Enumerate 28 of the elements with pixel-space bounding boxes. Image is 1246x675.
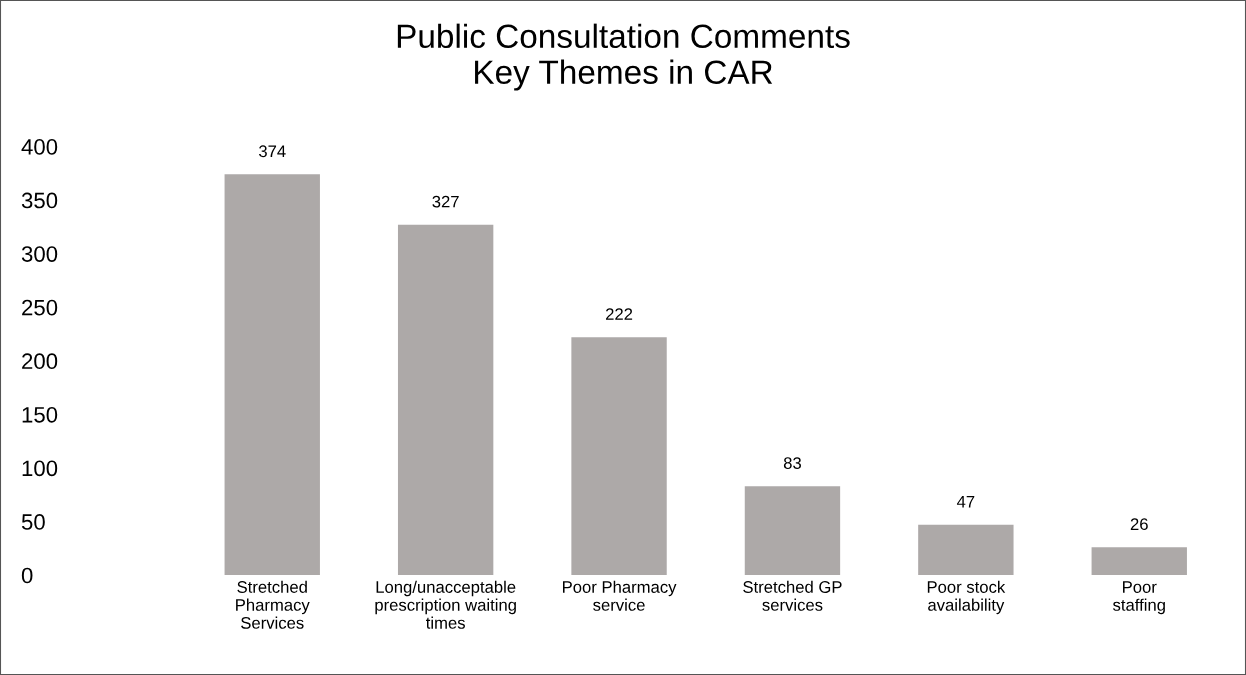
y-tick-label: 150 [22,406,58,423]
data-label: 222 [605,308,633,320]
y-tick-label: 0 [21,567,33,584]
data-label: 47 [956,495,975,508]
x-tick-label: Poor stock availability [927,580,1006,615]
y-tick-label: 200 [22,353,58,370]
y-tick-label: 250 [22,299,58,316]
bar [744,486,841,576]
bar [397,224,494,576]
chart-title: Public Consultation Comments Key Themes in CAR [397,23,850,91]
bar [571,337,667,576]
bar [1091,547,1187,576]
x-tick-label: Long/unacceptable prescription waiting times [375,580,516,629]
bar [918,524,1014,576]
bar [224,174,320,576]
data-label: 83 [783,457,801,469]
x-tick-label: Poor staffing [1113,581,1165,615]
data-label: 374 [258,145,286,158]
x-tick-label: Stretched Pharmacy Services [236,580,310,629]
x-tick-label: Stretched GP services [743,580,842,611]
data-label: 327 [432,195,459,208]
x-tick-label: Poor Pharmacy service [562,580,677,611]
y-tick-label: 300 [21,246,58,262]
data-label: 26 [1130,518,1148,531]
y-tick-label: 350 [21,192,58,209]
y-tick-label: 50 [21,514,45,530]
y-tick-label: 400 [21,139,58,155]
y-tick-label: 100 [22,460,58,477]
